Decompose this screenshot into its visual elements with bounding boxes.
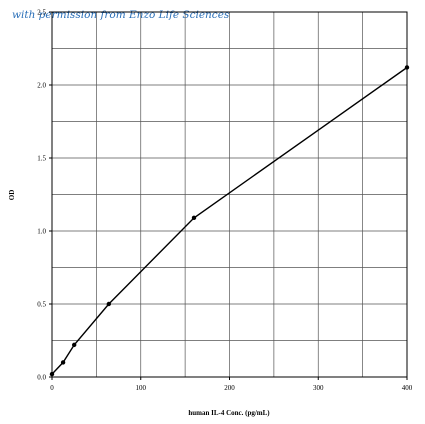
data-point — [71, 342, 77, 348]
y-tick-label: 0.0 — [37, 374, 46, 382]
data-point — [60, 360, 66, 365]
x-tick-label: 100 — [136, 384, 147, 392]
y-tick-label: 0.5 — [37, 301, 46, 309]
x-tick-label: 0 — [50, 384, 54, 392]
grid — [52, 12, 407, 377]
data-point — [404, 65, 410, 70]
data-point — [191, 215, 197, 221]
y-axis-label: OD — [8, 190, 16, 201]
y-tick-label: 2.0 — [37, 82, 46, 90]
series-line — [51, 66, 408, 375]
x-tick-label: 200 — [224, 384, 235, 392]
series — [49, 65, 410, 377]
x-tick-label: 400 — [402, 384, 413, 392]
x-tick-label: 300 — [313, 384, 324, 392]
y-tick-label: 2.5 — [37, 9, 46, 17]
data-point — [49, 371, 55, 377]
x-axis-label: human IL-4 Conc. (pg/mL) — [188, 409, 270, 417]
axis-labels: human IL-4 Conc. (pg/mL) OD — [8, 190, 270, 417]
y-tick-label: 1.5 — [37, 155, 46, 163]
y-tick-label: 1.0 — [37, 228, 46, 236]
data-point — [106, 301, 112, 307]
axes: 0 100 200 300 400 0.0 0.5 1.0 1.5 2.0 2.5 — [37, 9, 413, 393]
